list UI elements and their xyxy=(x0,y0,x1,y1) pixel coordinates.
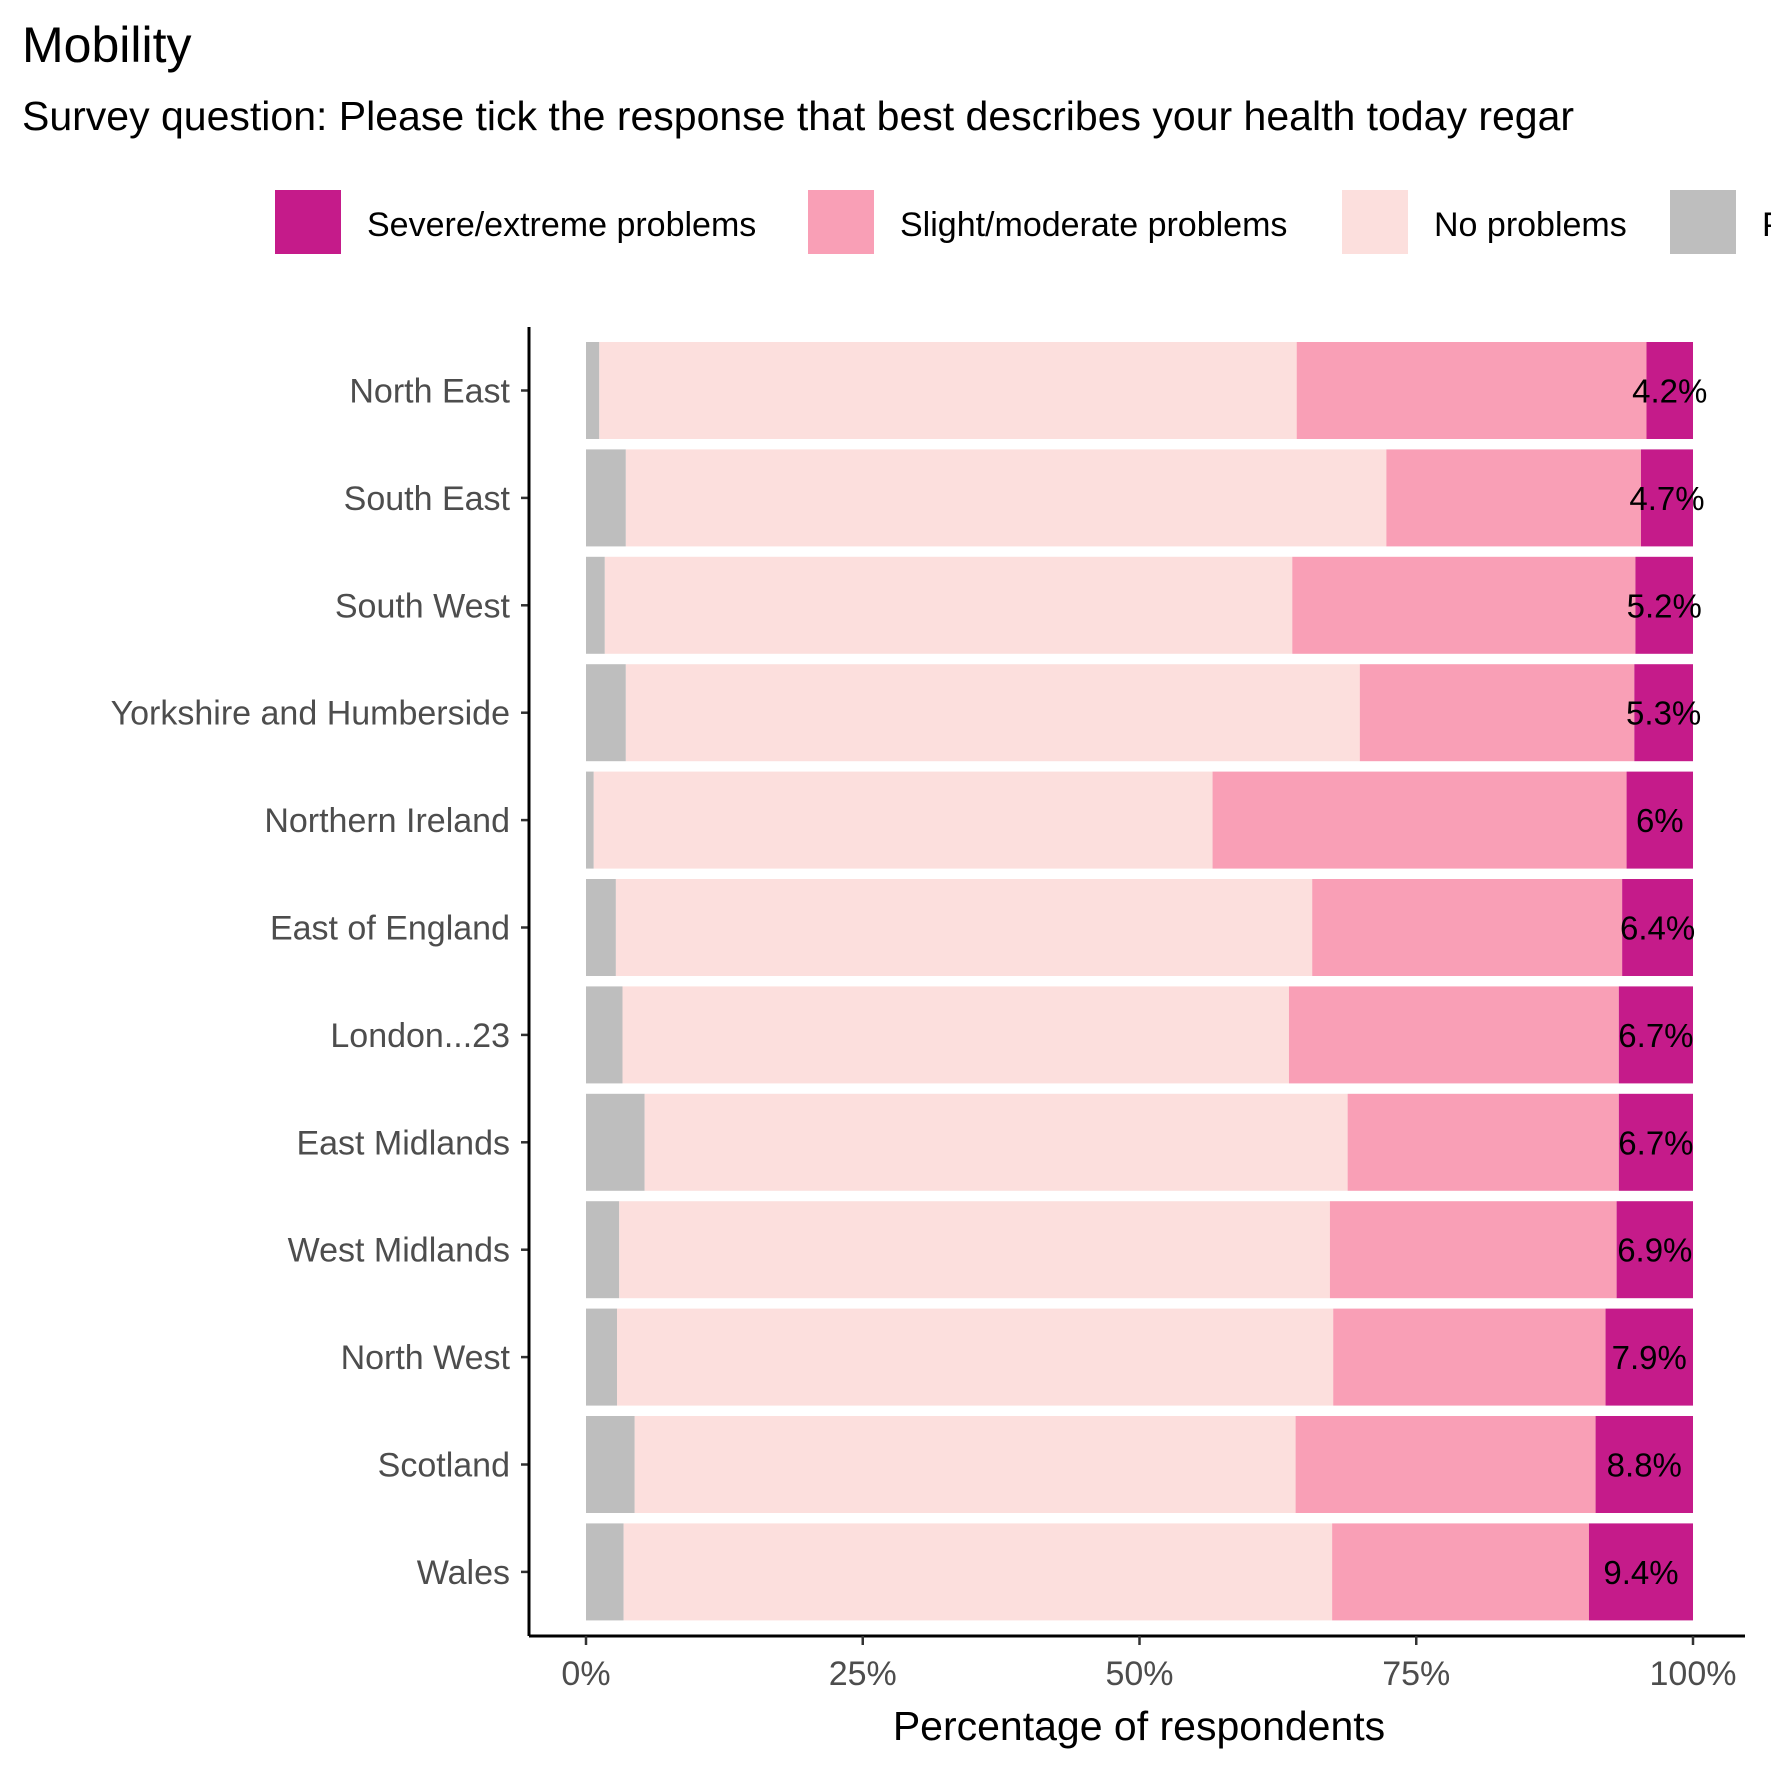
y-tick-label-south-east: South East xyxy=(344,480,511,518)
y-tick-label-west-midlands: West Midlands xyxy=(288,1232,510,1270)
y-tick-label-scotland: Scotland xyxy=(378,1447,510,1485)
bar-south-west-no-problems xyxy=(604,556,1293,654)
y-tick-label-east-of-england: East of England xyxy=(270,910,510,948)
bar-west-midlands-no-problems xyxy=(619,1201,1330,1299)
data-label-south-west: 5.2% xyxy=(1627,587,1702,624)
y-tick-label-wales: Wales xyxy=(417,1554,510,1592)
bar-south-east-no-problems xyxy=(625,449,1387,547)
data-label-yorkshire-and-humberside: 5.3% xyxy=(1626,695,1701,732)
x-tick-label-25: 25% xyxy=(829,1655,897,1693)
x-tick-label-100: 100% xyxy=(1650,1655,1737,1693)
x-tick-label-75: 75% xyxy=(1382,1655,1450,1693)
y-tick-label-north-west: North West xyxy=(341,1339,511,1377)
bar-yorkshire-and-humberside-slight-moderate-problems xyxy=(1359,664,1635,762)
bar-north-west-p xyxy=(586,1308,617,1406)
legend-key-slight-moderate-problems xyxy=(808,190,874,254)
data-label-northern-ireland: 6% xyxy=(1636,802,1684,839)
bar-london-23-p xyxy=(586,986,623,1084)
bar-london-23-severe-extreme-problems xyxy=(1618,986,1693,1084)
data-label-north-east: 4.2% xyxy=(1632,373,1707,410)
y-axis: North East South East South West Yorkshire … xyxy=(111,327,531,1636)
bar-north-west-slight-moderate-problems xyxy=(1333,1308,1606,1406)
y-tick-label-northern-ireland: Northern Ireland xyxy=(264,802,510,840)
legend-label-severe-extreme-problems: Severe/extreme problems xyxy=(367,206,756,244)
bar-north-east-p xyxy=(586,342,600,439)
bar-west-midlands-p xyxy=(586,1201,620,1299)
data-label-london-23: 6.7% xyxy=(1618,1017,1693,1054)
bar-wales-no-problems xyxy=(623,1523,1333,1621)
y-tick-label-london-23: London...23 xyxy=(330,1017,510,1055)
bar-yorkshire-and-humberside-no-problems xyxy=(625,664,1360,762)
bar-east-of-england-p xyxy=(586,879,616,976)
bar-south-east-p xyxy=(586,449,626,547)
chart-subtitle: Survey question: Please tick the respons… xyxy=(22,93,1574,139)
bars xyxy=(586,342,1693,1621)
bar-scotland-no-problems xyxy=(634,1416,1296,1513)
bar-northern-ireland-p xyxy=(586,771,594,869)
bar-north-west-no-problems xyxy=(617,1308,1334,1406)
y-tick-label-east-midlands: East Midlands xyxy=(296,1124,510,1162)
legend-label-no-problems: No problems xyxy=(1434,206,1627,244)
bar-wales-slight-moderate-problems xyxy=(1332,1523,1589,1621)
bar-east-of-england-severe-extreme-problems xyxy=(1622,879,1693,976)
bar-northern-ireland-slight-moderate-problems xyxy=(1212,771,1627,869)
bar-north-east-slight-moderate-problems xyxy=(1296,342,1647,439)
bar-scotland-slight-moderate-problems xyxy=(1295,1416,1596,1513)
data-label-south-east: 4.7% xyxy=(1629,480,1704,517)
legend-key-severe-extreme-problems xyxy=(275,190,341,254)
y-tick-label-south-west: South West xyxy=(335,587,511,625)
bar-northern-ireland-no-problems xyxy=(593,771,1213,869)
data-label-north-west: 7.9% xyxy=(1612,1339,1687,1376)
bar-scotland-severe-extreme-problems xyxy=(1595,1416,1693,1513)
bar-wales-p xyxy=(586,1523,624,1621)
bar-south-east-slight-moderate-problems xyxy=(1386,449,1641,547)
bar-east-midlands-p xyxy=(586,1093,645,1191)
data-label-east-midlands: 6.7% xyxy=(1618,1124,1693,1161)
bar-east-midlands-no-problems xyxy=(644,1093,1348,1191)
x-tick-label-50: 50% xyxy=(1105,1655,1173,1693)
bar-east-of-england-no-problems xyxy=(615,879,1313,976)
bar-east-midlands-slight-moderate-problems xyxy=(1347,1093,1619,1191)
y-tick-label-yorkshire-and-humberside: Yorkshire and Humberside xyxy=(111,695,510,733)
bar-west-midlands-slight-moderate-problems xyxy=(1329,1201,1617,1299)
y-tick-label-north-east: North East xyxy=(349,373,510,411)
bar-scotland-p xyxy=(586,1416,635,1513)
bar-wales-severe-extreme-problems xyxy=(1588,1523,1693,1621)
legend: Severe/extreme problems Slight/moderate p… xyxy=(275,190,1771,254)
data-label-west-midlands: 6.9% xyxy=(1617,1232,1692,1269)
bar-london-23-no-problems xyxy=(622,986,1289,1084)
legend-key-p xyxy=(1670,190,1736,254)
data-label-east-of-england: 6.4% xyxy=(1620,910,1695,947)
x-axis-title: Percentage of respondents xyxy=(893,1703,1385,1749)
bar-west-midlands-severe-extreme-problems xyxy=(1616,1201,1693,1299)
legend-label-slight-moderate-problems: Slight/moderate problems xyxy=(900,206,1287,244)
data-labels: 4.2% 4.7% 5.2% 5.3% 6% 6.4% 6.7% 6.7% 6.9% 7.9% 8.… xyxy=(1603,373,1707,1591)
bar-north-west-severe-extreme-problems xyxy=(1605,1308,1693,1406)
bar-south-west-p xyxy=(586,556,605,654)
bar-east-midlands-severe-extreme-problems xyxy=(1618,1093,1693,1191)
bar-yorkshire-and-humberside-severe-extreme-problems xyxy=(1634,664,1693,762)
bar-northern-ireland-severe-extreme-problems xyxy=(1626,771,1693,869)
bar-north-east-severe-extreme-problems xyxy=(1646,342,1693,439)
bar-east-of-england-slight-moderate-problems xyxy=(1312,879,1623,976)
legend-label-p: P xyxy=(1762,206,1771,244)
data-label-scotland: 8.8% xyxy=(1607,1447,1682,1484)
bar-south-west-slight-moderate-problems xyxy=(1292,556,1636,654)
x-axis: 0% 25% 50% 75% 100% xyxy=(529,1634,1745,1693)
legend-key-no-problems xyxy=(1342,190,1408,254)
chart-title: Mobility xyxy=(22,17,191,73)
x-tick-label-0: 0% xyxy=(561,1655,610,1693)
data-label-wales: 9.4% xyxy=(1603,1554,1678,1591)
bar-north-east-no-problems xyxy=(599,342,1297,439)
bar-london-23-slight-moderate-problems xyxy=(1288,986,1619,1084)
bar-south-east-severe-extreme-problems xyxy=(1640,449,1693,547)
bar-south-west-severe-extreme-problems xyxy=(1635,556,1693,654)
bar-yorkshire-and-humberside-p xyxy=(586,664,626,762)
